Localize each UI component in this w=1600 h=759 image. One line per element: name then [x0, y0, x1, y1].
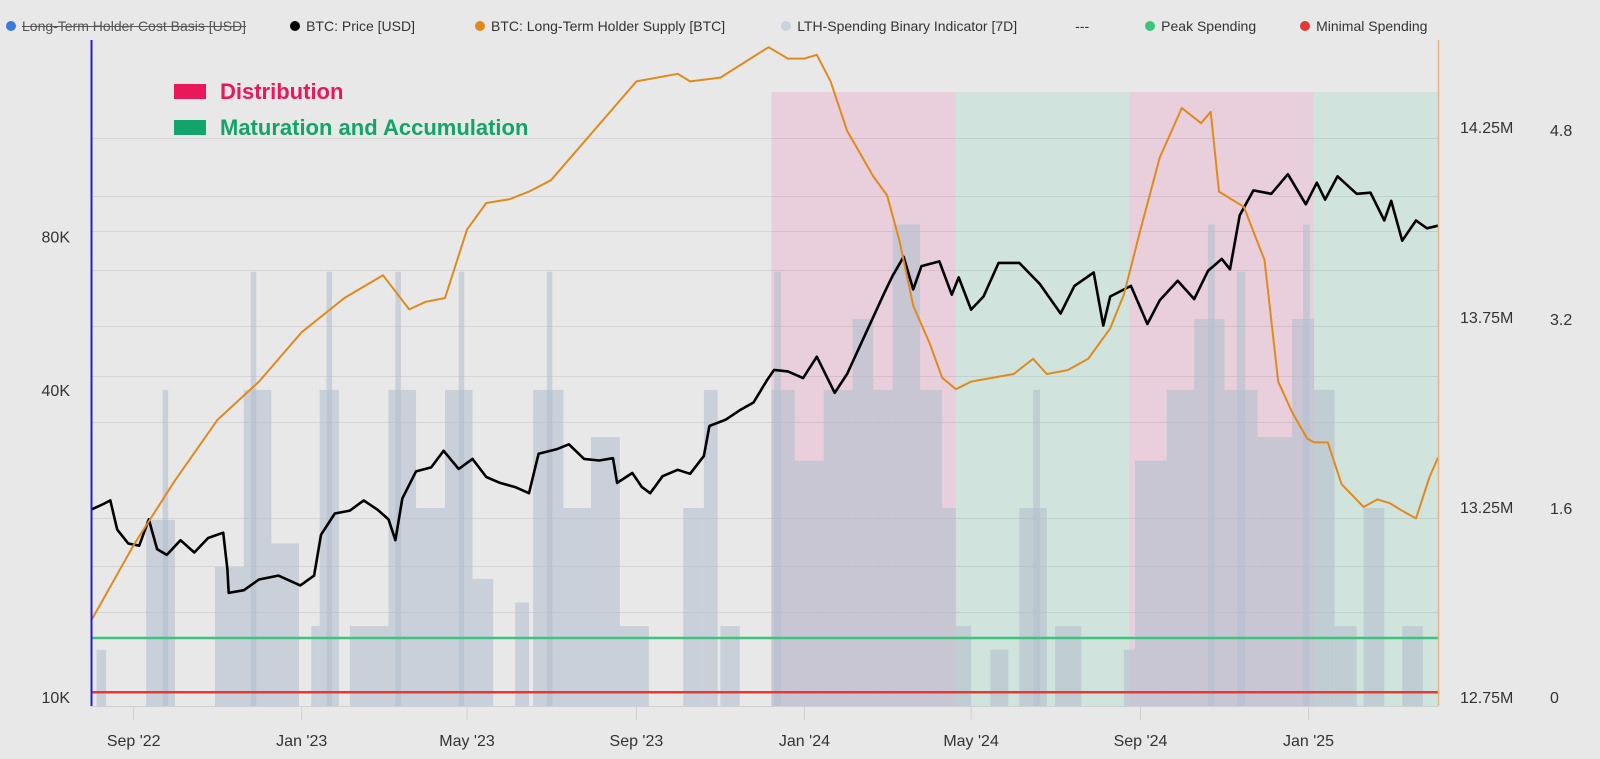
indicator-bar — [458, 271, 465, 706]
indicator-bar — [146, 519, 176, 706]
left-axis-tick-label: 80K — [42, 230, 71, 247]
left-axis-tick-label: 10K — [42, 690, 71, 707]
legend-item[interactable]: LTH-Spending Binary Indicator [7D] — [781, 18, 1017, 34]
indicator-bar — [1166, 389, 1195, 706]
indicator-bar — [1033, 389, 1040, 706]
distribution-label: Distribution — [220, 79, 343, 104]
indicator-bar — [96, 649, 107, 706]
indicator-bar — [515, 602, 529, 706]
legend-item[interactable]: Minimal Spending — [1300, 18, 1427, 34]
right-axis-indicator-tick-label: 0 — [1550, 690, 1559, 707]
indicator-bar — [271, 543, 299, 706]
indicator-bar — [683, 508, 704, 706]
legend-dot-icon — [290, 21, 301, 31]
legend-label: BTC: Price [USD] — [306, 18, 415, 34]
indicator-bar — [873, 389, 893, 706]
indicator-bar — [1207, 224, 1215, 706]
distribution-swatch — [174, 84, 206, 99]
indicator-bar — [1257, 437, 1293, 706]
indicator-bar — [774, 271, 782, 706]
right-axis-supply-tick-label: 13.75M — [1460, 310, 1513, 327]
indicator-bar — [563, 508, 591, 706]
x-axis-tick-label: Sep '23 — [610, 733, 664, 750]
indicator-bar — [1303, 224, 1310, 706]
indicator-bar — [311, 626, 320, 706]
legend-label: --- — [1075, 18, 1090, 34]
x-axis-tick-label: May '23 — [439, 733, 495, 750]
series-lines — [90, 46, 1439, 622]
indicator-bar — [590, 437, 620, 706]
indicator-bar — [942, 508, 956, 706]
legend-item[interactable]: Peak Spending — [1145, 18, 1256, 34]
x-axis-tick-label: Jan '24 — [779, 733, 830, 750]
indicator-bar — [703, 389, 718, 706]
indicator-bar — [1123, 649, 1135, 706]
indicator-bar — [1314, 389, 1335, 706]
right-axis-indicator-tick-label: 1.6 — [1550, 501, 1572, 518]
left-axis-ticks: 10K 40K 80K — [42, 230, 71, 708]
legend-label: LTH-Spending Binary Indicator [7D] — [797, 18, 1018, 34]
indicator-bar — [990, 649, 1009, 706]
legend-label: Minimal Spending — [1316, 18, 1428, 34]
indicator-bar — [1402, 626, 1423, 706]
indicator-bar — [1334, 626, 1357, 706]
left-axis-tick-label: 40K — [42, 383, 71, 400]
indicator-bar — [1134, 460, 1167, 706]
right-axis-supply-tick-label: 12.75M — [1460, 690, 1513, 707]
indicator-bar — [416, 508, 445, 706]
x-axis-tick-label: May '24 — [943, 733, 999, 750]
indicator-bar — [823, 389, 853, 706]
legend-dot-icon — [1300, 21, 1311, 31]
legend-dot-icon — [1145, 21, 1156, 31]
accumulation-label: Maturation and Accumulation — [220, 115, 528, 140]
lth-supply-line — [90, 46, 1439, 622]
indicator-bar — [720, 626, 740, 706]
right-axis-indicator-tick-label: 4.8 — [1550, 123, 1572, 140]
legend-label: BTC: Long-Term Holder Supply [BTC] — [490, 18, 726, 34]
legend-dot-icon — [474, 21, 485, 31]
x-axis-ticks: Sep '22 Jan '23 May '23 Sep '23 Jan '24 May '… — [107, 707, 1334, 750]
x-axis-tick-label: Sep '22 — [107, 733, 161, 750]
indicator-bar — [326, 271, 333, 706]
right-axis-supply-tick-label: 14.25M — [1460, 120, 1513, 137]
indicator-bar — [920, 389, 943, 706]
legend-dot-icon — [781, 21, 792, 31]
indicator-bar — [388, 389, 417, 706]
right-axis-supply-tick-label: 13.25M — [1460, 500, 1513, 517]
indicator-bar — [472, 578, 494, 706]
indicator-bars — [96, 224, 1423, 706]
indicator-bar — [794, 460, 824, 706]
phase-legend: Distribution Maturation and Accumulation — [174, 79, 528, 140]
chart-legend: Long-Term Holder Cost Basis [USD] BTC: Pr… — [6, 14, 1427, 38]
legend-label: Peak Spending — [1161, 18, 1257, 34]
indicator-bar — [955, 626, 972, 706]
x-axis-tick-label: Jan '23 — [276, 733, 327, 750]
indicator-bar — [546, 271, 553, 706]
x-axis-tick-label: Jan '25 — [1283, 733, 1334, 750]
legend-label: Long-Term Holder Cost Basis [USD] — [22, 18, 247, 34]
indicator-bar — [1236, 271, 1246, 706]
legend-item[interactable]: --- — [1075, 18, 1089, 34]
x-axis-tick-label: Sep '24 — [1114, 733, 1168, 750]
legend-item[interactable]: BTC: Long-Term Holder Supply [BTC] — [474, 18, 726, 34]
legend-item[interactable]: BTC: Price [USD] — [290, 18, 415, 34]
indicator-bar — [852, 319, 874, 706]
legend-dot-icon — [6, 21, 16, 31]
accumulation-swatch — [174, 120, 206, 135]
right-axis-indicator-tick-label: 3.2 — [1550, 312, 1572, 329]
legend-item[interactable]: Long-Term Holder Cost Basis [USD] — [6, 18, 246, 34]
indicator-bar — [892, 224, 921, 706]
indicator-bar — [162, 389, 169, 706]
indicator-bar — [250, 271, 257, 706]
right-axis-supply-ticks: 12.75M 13.25M 13.75M 14.25M — [1460, 120, 1513, 707]
threshold-lines — [91, 636, 1438, 694]
btc-price-line — [90, 172, 1439, 595]
indicator-bar — [243, 389, 272, 706]
indicator-bar — [395, 271, 401, 706]
indicator-bar — [1363, 508, 1385, 706]
right-axis-indicator-ticks: 0 1.6 3.2 4.8 — [1550, 123, 1572, 707]
